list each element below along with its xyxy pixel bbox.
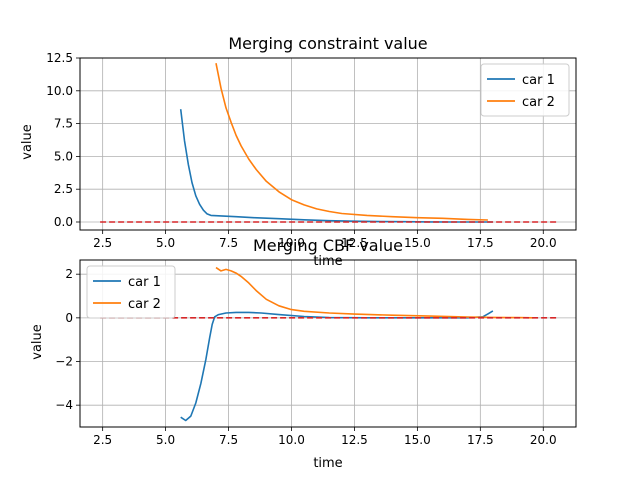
constraint-legend: car 1 car 2 [480,63,570,117]
cbf-y-axis-label: value [30,324,45,360]
cbf-plot-title: Merging CBF value [253,236,403,255]
constraint-legend-label: car 2 [522,95,555,110]
cbf-legend: car 1 car 2 [86,265,176,319]
cbf-series [100,266,559,422]
cbf-x-tick-label: 2.5 [93,433,112,447]
constraint-x-tick-label: 17.5 [467,236,494,250]
cbf-plot: 2.5 5.0 7.5 10.0 12.5 15.0 17.5 20.0 −4 −2 0 2 Merg… [30,236,577,471]
constraint-y-tick-label: 7.5 [54,117,73,131]
constraint-x-tick-label: 2.5 [93,236,112,250]
constraint-x-tick-label: 15.0 [404,236,431,250]
constraint-x-tick-label: 20.0 [530,236,557,250]
cbf-y-tick-label: −2 [55,355,73,369]
cbf-x-tick-label: 5.0 [156,433,175,447]
cbf-y-tick-label: 0 [65,311,73,325]
constraint-y-axis-label: value [20,124,35,160]
constraint-legend-box [480,63,570,117]
constraint-x-tick-label: 12.5 [341,236,368,250]
cbf-y-tick-label: 2 [65,267,73,281]
constraint-y-tick-label: 5.0 [54,149,73,163]
constraint-ticks: 2.5 5.0 7.5 10.0 12.5 15.0 17.5 20.0 0.0 2.5 5.0 7.… [46,51,556,250]
constraint-legend-label: car 1 [522,73,555,88]
constraint-x-tick-label: 10.0 [278,236,305,250]
cbf-series-car-2 [215,266,534,319]
constraint-axes-frame [79,57,577,231]
constraint-plot-title: Merging constraint value [228,34,427,53]
cbf-x-tick-label: 12.5 [341,433,368,447]
constraint-y-tick-label: 10.0 [46,84,73,98]
constraint-plot: 2.5 5.0 7.5 10.0 12.5 15.0 17.5 20.0 0.0 2.5 5.0 7.… [20,34,577,269]
cbf-x-tick-label: 17.5 [467,433,494,447]
cbf-y-tick-label: −4 [55,398,73,412]
cbf-legend-label: car 1 [128,275,161,290]
constraint-series [100,63,559,223]
cbf-x-tick-label: 20.0 [530,433,557,447]
constraint-y-tick-label: 12.5 [46,51,73,65]
cbf-x-tick-label: 7.5 [219,433,238,447]
constraint-series-car-2 [215,63,488,221]
constraint-x-axis-label: time [313,254,342,269]
cbf-x-axis-label: time [313,456,342,471]
constraint-x-tick-label: 5.0 [156,236,175,250]
constraint-y-tick-label: 2.5 [54,182,73,196]
cbf-legend-label: car 2 [128,297,161,312]
constraint-y-tick-label: 0.0 [54,215,73,229]
cbf-x-tick-label: 15.0 [404,433,431,447]
cbf-legend-box [86,265,176,319]
cbf-ticks: 2.5 5.0 7.5 10.0 12.5 15.0 17.5 20.0 −4 −2 0 2 [55,267,556,447]
cbf-axes-frame [79,259,577,428]
constraint-x-tick-label: 7.5 [219,236,238,250]
cbf-x-tick-label: 10.0 [278,433,305,447]
